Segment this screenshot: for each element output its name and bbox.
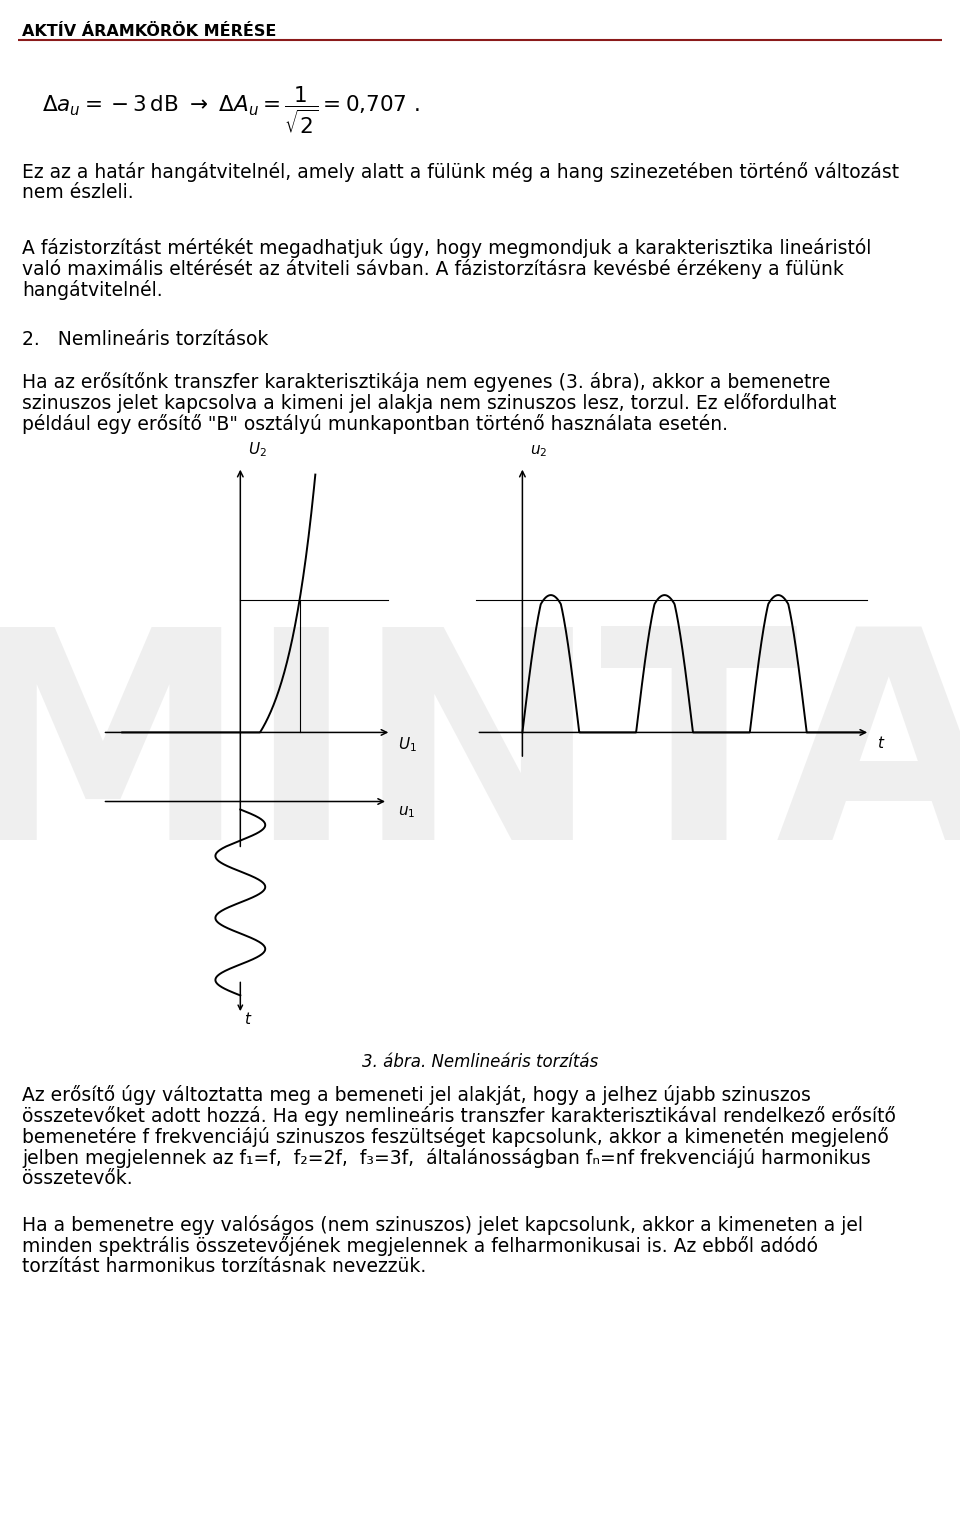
Text: hangátvitelnél.: hangátvitelnél.	[22, 279, 162, 301]
Text: való maximális eltérését az átviteli sávban. A fázistorzításra kevésbé érzékeny : való maximális eltérését az átviteli sáv…	[22, 260, 844, 279]
Text: összetevők.: összetevők.	[22, 1169, 132, 1189]
Text: $U_1$: $U_1$	[397, 735, 417, 754]
Text: szinuszos jelet kapcsolva a kimeni jel alakja nem szinuszos lesz, torzul. Ez elő: szinuszos jelet kapcsolva a kimeni jel a…	[22, 393, 836, 413]
Text: $u_2$: $u_2$	[530, 443, 547, 458]
Text: bemenetére f frekvenciájú szinuszos feszültséget kapcsolunk, akkor a kimenetén m: bemenetére f frekvenciájú szinuszos fesz…	[22, 1126, 889, 1148]
Text: minden spektrális összetevőjének megjelennek a felharmonikusai is. Az ebből adód: minden spektrális összetevőjének megjele…	[22, 1236, 818, 1255]
Text: $u_1$: $u_1$	[397, 805, 415, 820]
Text: Ez az a határ hangátvitelnél, amely alatt a fülünk még a hang szinezetében törté: Ez az a határ hangátvitelnél, amely alat…	[22, 162, 900, 182]
Text: $t$: $t$	[876, 735, 885, 751]
Text: összetevőket adott hozzá. Ha egy nemlineáris transzfer karakterisztikával rendel: összetevőket adott hozzá. Ha egy nemline…	[22, 1107, 896, 1126]
Text: például egy erősítő "B" osztályú munkapontban történő használata esetén.: például egy erősítő "B" osztályú munkapo…	[22, 414, 728, 434]
Text: 2.   Nemlineáris torzítások: 2. Nemlineáris torzítások	[22, 329, 269, 349]
Text: torzítást harmonikus torzításnak nevezzük.: torzítást harmonikus torzításnak nevezzü…	[22, 1257, 426, 1277]
Text: A fázistorzítást mértékét megadhatjuk úgy, hogy megmondjuk a karakterisztika lin: A fázistorzítást mértékét megadhatjuk úg…	[22, 238, 872, 258]
Text: $t$: $t$	[244, 1011, 252, 1028]
Text: 3. ábra. Nemlineáris torzítás: 3. ábra. Nemlineáris torzítás	[362, 1053, 598, 1072]
Text: $U_2$: $U_2$	[249, 440, 267, 458]
Text: Az erősítő úgy változtatta meg a bemeneti jel alakját, hogy a jelhez újabb szinu: Az erősítő úgy változtatta meg a bemenet…	[22, 1085, 811, 1105]
Text: $\Delta a_u = -3\,\mathrm{dB}\ \rightarrow\ \Delta A_u = \dfrac{1}{\sqrt{2}} = 0: $\Delta a_u = -3\,\mathrm{dB}\ \rightarr…	[42, 85, 420, 137]
Text: MINTA: MINTA	[0, 618, 960, 900]
Text: jelben megjelennek az f₁=f,  f₂=2f,  f₃=3f,  általánosságban fₙ=nf frekvenciájú : jelben megjelennek az f₁=f, f₂=2f, f₃=3f…	[22, 1148, 871, 1167]
Text: Ha az erősítőnk transzfer karakterisztikája nem egyenes (3. ábra), akkor a bemen: Ha az erősítőnk transzfer karakterisztik…	[22, 372, 830, 392]
Text: Ha a bemenetre egy valóságos (nem szinuszos) jelet kapcsolunk, akkor a kimeneten: Ha a bemenetre egy valóságos (nem szinus…	[22, 1214, 863, 1236]
Text: nem észleli.: nem észleli.	[22, 184, 133, 202]
Text: AKTÍV ÁRAMKÖRÖK MÉRÉSE: AKTÍV ÁRAMKÖRÖK MÉRÉSE	[22, 24, 276, 39]
